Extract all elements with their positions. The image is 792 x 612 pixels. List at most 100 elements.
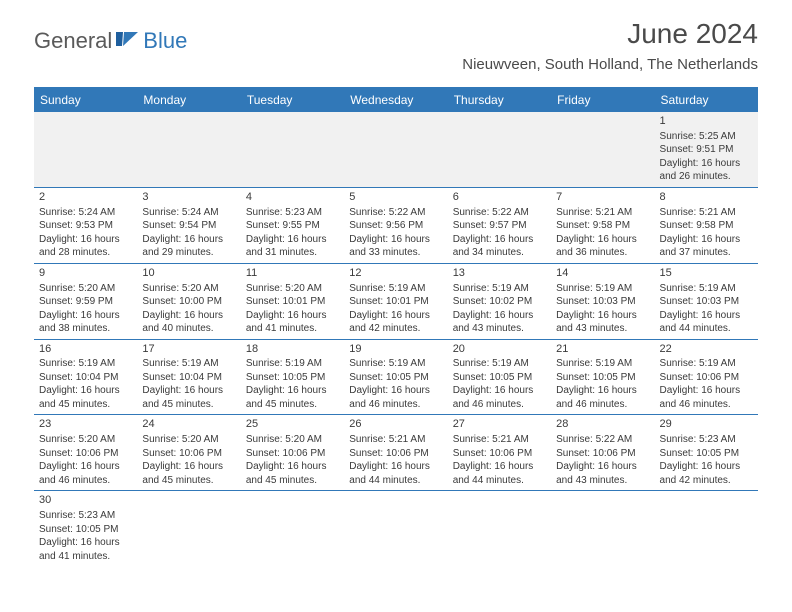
sunrise-line: Sunrise: 5:19 AM	[349, 282, 442, 296]
sunrise-line: Sunrise: 5:23 AM	[246, 206, 339, 220]
calendar-header-row: SundayMondayTuesdayWednesdayThursdayFrid…	[34, 89, 758, 112]
day-number: 26	[349, 417, 442, 432]
sunset-line: Sunset: 10:05 PM	[556, 371, 649, 385]
sunrise-line: Sunrise: 5:19 AM	[142, 357, 235, 371]
calendar-cell: 16Sunrise: 5:19 AMSunset: 10:04 PMDaylig…	[34, 340, 137, 415]
calendar-cell: 17Sunrise: 5:19 AMSunset: 10:04 PMDaylig…	[137, 340, 240, 415]
sunrise-line: Sunrise: 5:19 AM	[349, 357, 442, 371]
calendar-cell: 25Sunrise: 5:20 AMSunset: 10:06 PMDaylig…	[241, 415, 344, 490]
daylight-line: Daylight: 16 hours and 40 minutes.	[142, 309, 235, 336]
daylight-line: Daylight: 16 hours and 45 minutes.	[246, 384, 339, 411]
calendar-cell: 23Sunrise: 5:20 AMSunset: 10:06 PMDaylig…	[34, 415, 137, 490]
day-number: 20	[453, 342, 546, 357]
calendar-cell-empty	[137, 112, 240, 187]
header: General Blue June 2024 Nieuwveen, South …	[0, 0, 792, 79]
sunset-line: Sunset: 10:06 PM	[246, 447, 339, 461]
daylight-line: Daylight: 16 hours and 37 minutes.	[660, 233, 753, 260]
sunset-line: Sunset: 10:01 PM	[349, 295, 442, 309]
calendar-cell-empty	[551, 112, 654, 187]
calendar-cell: 5Sunrise: 5:22 AMSunset: 9:56 PMDaylight…	[344, 188, 447, 263]
sunrise-line: Sunrise: 5:20 AM	[39, 282, 132, 296]
calendar-cell-empty	[448, 112, 551, 187]
daylight-line: Daylight: 16 hours and 26 minutes.	[660, 157, 753, 184]
calendar-row: 30Sunrise: 5:23 AMSunset: 10:05 PMDaylig…	[34, 491, 758, 566]
day-number: 22	[660, 342, 753, 357]
sunrise-line: Sunrise: 5:21 AM	[660, 206, 753, 220]
calendar-row: 23Sunrise: 5:20 AMSunset: 10:06 PMDaylig…	[34, 415, 758, 491]
day-number: 23	[39, 417, 132, 432]
calendar-row: 9Sunrise: 5:20 AMSunset: 9:59 PMDaylight…	[34, 264, 758, 340]
sunrise-line: Sunrise: 5:22 AM	[556, 433, 649, 447]
calendar-cell-empty	[137, 491, 240, 566]
dayname-saturday: Saturday	[655, 89, 758, 112]
sunrise-line: Sunrise: 5:19 AM	[453, 357, 546, 371]
day-number: 21	[556, 342, 649, 357]
title-block: June 2024 Nieuwveen, South Holland, The …	[462, 18, 758, 73]
calendar-cell: 15Sunrise: 5:19 AMSunset: 10:03 PMDaylig…	[655, 264, 758, 339]
sunset-line: Sunset: 10:04 PM	[142, 371, 235, 385]
day-number: 28	[556, 417, 649, 432]
sunset-line: Sunset: 10:02 PM	[453, 295, 546, 309]
calendar-cell: 9Sunrise: 5:20 AMSunset: 9:59 PMDaylight…	[34, 264, 137, 339]
dayname-monday: Monday	[137, 89, 240, 112]
sunset-line: Sunset: 9:53 PM	[39, 219, 132, 233]
sunrise-line: Sunrise: 5:21 AM	[556, 206, 649, 220]
sunset-line: Sunset: 10:05 PM	[246, 371, 339, 385]
calendar-cell: 4Sunrise: 5:23 AMSunset: 9:55 PMDaylight…	[241, 188, 344, 263]
sunset-line: Sunset: 10:06 PM	[142, 447, 235, 461]
day-number: 17	[142, 342, 235, 357]
calendar-cell: 20Sunrise: 5:19 AMSunset: 10:05 PMDaylig…	[448, 340, 551, 415]
day-number: 6	[453, 190, 546, 205]
sunrise-line: Sunrise: 5:20 AM	[246, 282, 339, 296]
daylight-line: Daylight: 16 hours and 45 minutes.	[142, 460, 235, 487]
page-title: June 2024	[462, 18, 758, 50]
sunrise-line: Sunrise: 5:21 AM	[349, 433, 442, 447]
logo-text-general: General	[34, 28, 112, 54]
sunrise-line: Sunrise: 5:19 AM	[39, 357, 132, 371]
day-number: 29	[660, 417, 753, 432]
daylight-line: Daylight: 16 hours and 29 minutes.	[142, 233, 235, 260]
logo-text-blue: Blue	[143, 28, 187, 54]
sunrise-line: Sunrise: 5:24 AM	[39, 206, 132, 220]
sunset-line: Sunset: 10:03 PM	[660, 295, 753, 309]
sunset-line: Sunset: 10:05 PM	[39, 523, 132, 537]
sunset-line: Sunset: 9:56 PM	[349, 219, 442, 233]
dayname-thursday: Thursday	[448, 89, 551, 112]
daylight-line: Daylight: 16 hours and 38 minutes.	[39, 309, 132, 336]
sunrise-line: Sunrise: 5:22 AM	[453, 206, 546, 220]
day-number: 1	[660, 114, 753, 129]
daylight-line: Daylight: 16 hours and 43 minutes.	[556, 309, 649, 336]
sunset-line: Sunset: 9:57 PM	[453, 219, 546, 233]
calendar-cell: 29Sunrise: 5:23 AMSunset: 10:05 PMDaylig…	[655, 415, 758, 490]
daylight-line: Daylight: 16 hours and 44 minutes.	[453, 460, 546, 487]
sunrise-line: Sunrise: 5:19 AM	[556, 357, 649, 371]
calendar-cell: 24Sunrise: 5:20 AMSunset: 10:06 PMDaylig…	[137, 415, 240, 490]
calendar-cell: 1Sunrise: 5:25 AMSunset: 9:51 PMDaylight…	[655, 112, 758, 187]
sunrise-line: Sunrise: 5:25 AM	[660, 130, 753, 144]
daylight-line: Daylight: 16 hours and 34 minutes.	[453, 233, 546, 260]
sunset-line: Sunset: 10:01 PM	[246, 295, 339, 309]
calendar-cell-empty	[551, 491, 654, 566]
calendar-cell-empty	[241, 491, 344, 566]
flag-icon	[116, 30, 140, 53]
sunset-line: Sunset: 10:06 PM	[39, 447, 132, 461]
sunrise-line: Sunrise: 5:21 AM	[453, 433, 546, 447]
sunset-line: Sunset: 9:58 PM	[660, 219, 753, 233]
sunrise-line: Sunrise: 5:19 AM	[246, 357, 339, 371]
day-number: 8	[660, 190, 753, 205]
day-number: 19	[349, 342, 442, 357]
sunrise-line: Sunrise: 5:19 AM	[660, 282, 753, 296]
sunrise-line: Sunrise: 5:20 AM	[39, 433, 132, 447]
sunrise-line: Sunrise: 5:20 AM	[142, 433, 235, 447]
calendar-cell-empty	[448, 491, 551, 566]
sunrise-line: Sunrise: 5:22 AM	[349, 206, 442, 220]
calendar-cell: 2Sunrise: 5:24 AMSunset: 9:53 PMDaylight…	[34, 188, 137, 263]
day-number: 10	[142, 266, 235, 281]
day-number: 3	[142, 190, 235, 205]
day-number: 13	[453, 266, 546, 281]
sunset-line: Sunset: 10:06 PM	[349, 447, 442, 461]
day-number: 9	[39, 266, 132, 281]
day-number: 30	[39, 493, 132, 508]
calendar-cell-empty	[34, 112, 137, 187]
day-number: 5	[349, 190, 442, 205]
